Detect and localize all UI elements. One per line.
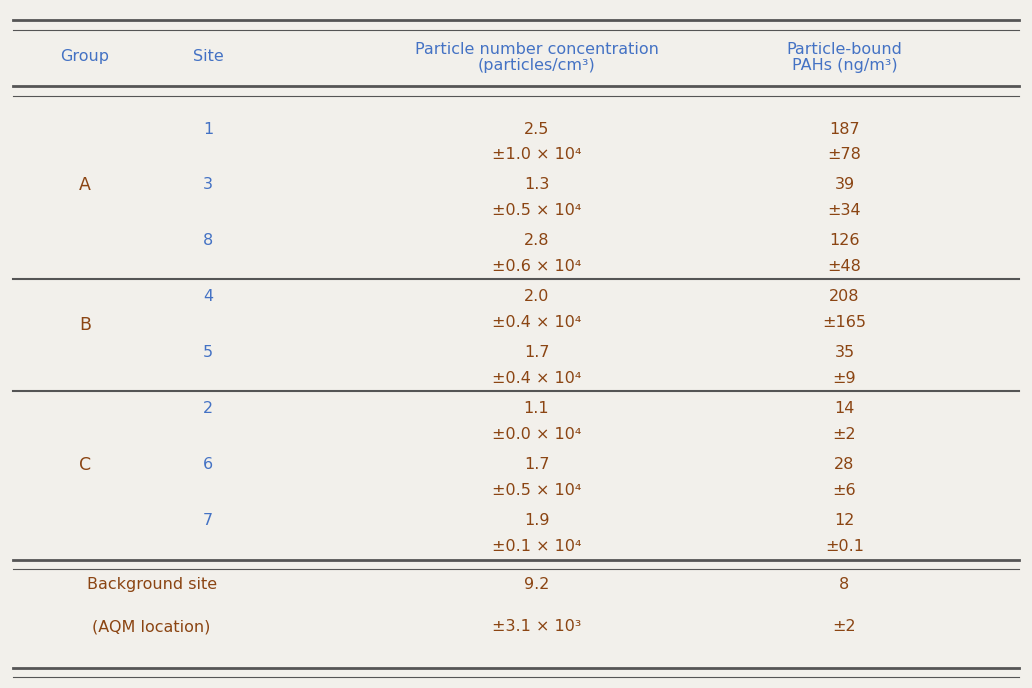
Text: Particle number concentration: Particle number concentration (415, 42, 658, 56)
Text: ±9: ±9 (833, 372, 857, 386)
Text: 39: 39 (835, 178, 854, 193)
Text: 1.9: 1.9 (524, 513, 549, 528)
Text: 208: 208 (830, 290, 860, 304)
Text: ±78: ±78 (828, 147, 862, 162)
Text: Site: Site (193, 49, 224, 63)
Text: 1.7: 1.7 (524, 458, 549, 472)
Text: ±34: ±34 (828, 204, 862, 218)
Text: ±165: ±165 (823, 315, 867, 330)
Text: 1.3: 1.3 (524, 178, 549, 193)
Text: A: A (79, 176, 91, 194)
Text: 8: 8 (203, 233, 214, 248)
Text: 9.2: 9.2 (524, 577, 549, 592)
Text: 2.0: 2.0 (524, 290, 549, 304)
Text: ±0.5 × 10⁴: ±0.5 × 10⁴ (492, 483, 581, 498)
Text: 2.8: 2.8 (524, 233, 549, 248)
Text: ±0.5 × 10⁴: ±0.5 × 10⁴ (492, 204, 581, 218)
Text: ±48: ±48 (828, 259, 862, 275)
Text: 2: 2 (203, 401, 214, 416)
Text: 1.1: 1.1 (523, 401, 549, 416)
Text: ±0.4 × 10⁴: ±0.4 × 10⁴ (492, 315, 581, 330)
Text: ±0.0 × 10⁴: ±0.0 × 10⁴ (492, 427, 581, 442)
Text: ±0.6 × 10⁴: ±0.6 × 10⁴ (492, 259, 581, 275)
Text: Background site: Background site (87, 577, 217, 592)
Text: 1.7: 1.7 (524, 345, 549, 361)
Text: 5: 5 (203, 345, 214, 361)
Text: 4: 4 (203, 290, 214, 304)
Text: Group: Group (61, 49, 109, 63)
Text: 3: 3 (203, 178, 213, 193)
Text: ±2: ±2 (833, 619, 857, 634)
Text: Particle-bound: Particle-bound (786, 42, 902, 56)
Text: 6: 6 (203, 458, 214, 472)
Text: 187: 187 (829, 122, 860, 136)
Text: 1: 1 (203, 122, 214, 136)
Text: 7: 7 (203, 513, 214, 528)
Text: ±2: ±2 (833, 427, 857, 442)
Text: 14: 14 (834, 401, 854, 416)
Text: ±1.0 × 10⁴: ±1.0 × 10⁴ (492, 147, 581, 162)
Text: PAHs (ng/m³): PAHs (ng/m³) (792, 58, 897, 73)
Text: ±0.1: ±0.1 (825, 539, 864, 555)
Text: ±6: ±6 (833, 483, 857, 498)
Text: (AQM location): (AQM location) (93, 619, 211, 634)
Text: 126: 126 (830, 233, 860, 248)
Text: 28: 28 (834, 458, 854, 472)
Text: ±0.4 × 10⁴: ±0.4 × 10⁴ (492, 372, 581, 386)
Text: 12: 12 (834, 513, 854, 528)
Text: ±3.1 × 10³: ±3.1 × 10³ (492, 619, 581, 634)
Text: ±0.1 × 10⁴: ±0.1 × 10⁴ (492, 539, 581, 555)
Text: 2.5: 2.5 (524, 122, 549, 136)
Text: B: B (78, 316, 91, 334)
Text: 35: 35 (835, 345, 854, 361)
Text: C: C (78, 455, 91, 474)
Text: 8: 8 (839, 577, 849, 592)
Text: (particles/cm³): (particles/cm³) (478, 58, 595, 73)
